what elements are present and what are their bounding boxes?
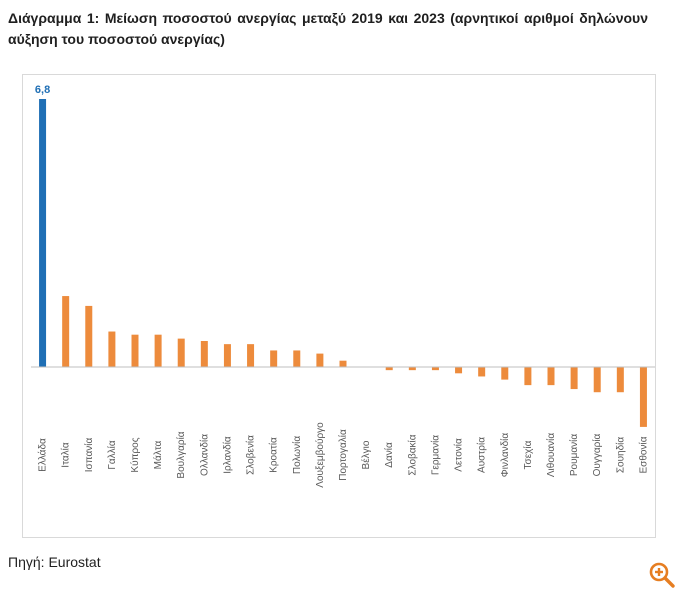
category-label: Πορτογαλία bbox=[337, 429, 349, 481]
bar-1 bbox=[39, 99, 47, 367]
bar-17 bbox=[408, 367, 416, 371]
bars-layer bbox=[39, 99, 647, 427]
bar-4 bbox=[108, 331, 116, 367]
bar-2 bbox=[62, 296, 70, 367]
bar-19 bbox=[455, 367, 463, 374]
bar-13 bbox=[316, 353, 324, 367]
category-label: Πολωνία bbox=[291, 436, 303, 474]
bar-11 bbox=[270, 350, 278, 367]
category-label: Λιθουανία bbox=[545, 433, 557, 477]
bar-22 bbox=[524, 367, 532, 386]
bar-6 bbox=[154, 334, 162, 367]
category-label: Βέλγιο bbox=[360, 440, 372, 469]
category-label: Σλοβενία bbox=[245, 435, 257, 475]
category-label: Κύπρος bbox=[129, 437, 141, 472]
category-label: Κροατία bbox=[268, 437, 280, 473]
category-label: Δανία bbox=[383, 442, 395, 468]
bar-20 bbox=[478, 367, 486, 377]
data-label: 6,8 bbox=[35, 84, 50, 96]
category-label: Αυστρία bbox=[476, 437, 488, 473]
bar-chart: Ελλάδα Ιταλία Ισπανία Γαλλία Κύπρος Μάλτα Βουλ… bbox=[31, 84, 655, 488]
labels-layer: Ελλάδα Ιταλία Ισπανία Γαλλία Κύπρος Μάλτα Βουλ… bbox=[35, 84, 650, 488]
category-label: Ρουμανία bbox=[568, 434, 580, 476]
bar-16 bbox=[385, 367, 393, 371]
bar-12 bbox=[293, 350, 301, 367]
source-note: Πηγή: Eurostat bbox=[8, 554, 101, 570]
category-label: Εσθονία bbox=[637, 436, 649, 473]
bar-3 bbox=[85, 305, 93, 367]
category-label: Ολλανδία bbox=[198, 434, 210, 476]
category-label: Ιρλανδία bbox=[221, 436, 233, 474]
bar-5 bbox=[131, 334, 139, 367]
bar-10 bbox=[247, 344, 255, 367]
category-label: Ιταλία bbox=[60, 442, 72, 468]
bar-23 bbox=[547, 367, 555, 386]
chart-title: Διάγραμμα 1: Μείωση ποσοστού ανεργίας με… bbox=[8, 10, 648, 47]
chart-area: Ελλάδα Ιταλία Ισπανία Γαλλία Κύπρος Μάλτα Βουλ… bbox=[22, 74, 656, 538]
bar-27 bbox=[639, 367, 647, 427]
category-label: Φινλανδία bbox=[499, 433, 511, 478]
category-label: Ελλάδα bbox=[37, 438, 49, 472]
bar-26 bbox=[616, 367, 624, 393]
bar-9 bbox=[223, 344, 231, 367]
category-label: Γαλλία bbox=[106, 440, 118, 470]
category-label: Σουηδία bbox=[614, 437, 626, 474]
category-label: Ισπανία bbox=[83, 438, 95, 473]
category-label: Γερμανία bbox=[429, 435, 441, 475]
bar-14 bbox=[339, 360, 347, 367]
zoom-in-icon[interactable] bbox=[648, 561, 676, 589]
category-label: Λουξεμβούργο bbox=[314, 422, 326, 488]
bar-25 bbox=[593, 367, 601, 393]
bar-8 bbox=[200, 340, 208, 367]
category-label: Σλοβακία bbox=[406, 434, 418, 475]
bar-24 bbox=[570, 367, 578, 390]
category-label: Λετονία bbox=[453, 438, 465, 472]
bar-7 bbox=[177, 338, 185, 367]
category-label: Ουγγαρία bbox=[591, 433, 603, 476]
category-label: Μάλτα bbox=[152, 440, 164, 469]
bar-18 bbox=[431, 367, 439, 371]
category-label: Βουλγαρία bbox=[175, 431, 187, 478]
category-label: Τσεχία bbox=[522, 440, 534, 469]
bar-21 bbox=[501, 367, 509, 380]
